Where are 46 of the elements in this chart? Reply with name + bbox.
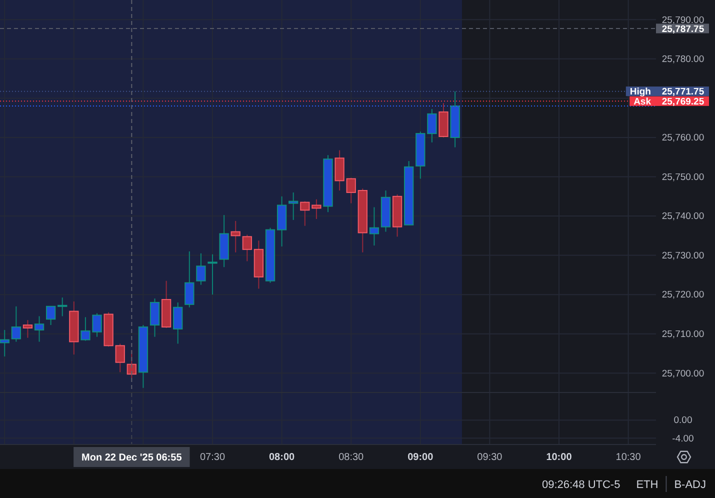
y-tick-label: 25,780.00 (662, 54, 704, 66)
candlestick (242, 234, 252, 262)
y-tick-label: 25,720.00 (662, 290, 704, 301)
y-tick-label: 25,730.00 (662, 250, 704, 262)
candlestick (58, 297, 68, 317)
text: ETH (636, 479, 658, 491)
ref-line-label: 25,787.75 (662, 24, 705, 35)
y-tick-label: 25,760.00 (662, 132, 704, 144)
x-tick-label: 09:00 (408, 452, 434, 463)
candlestick (115, 343, 125, 373)
candlestick (334, 150, 344, 191)
text: 09:26:48 UTC-5 (542, 479, 620, 491)
candlestick (184, 250, 194, 308)
y-tick-label: 25,740.00 (662, 211, 704, 222)
text: B-ADJ (674, 479, 706, 491)
x-tick-label: 07:30 (200, 452, 226, 463)
ref-line-label: Mon 22 Dec '25 06:55 (82, 452, 182, 464)
candlestick (22, 320, 33, 338)
candlestick (208, 254, 218, 296)
y-tick-label: 25,700.00 (662, 368, 704, 380)
x-tick-label: 08:30 (338, 452, 364, 463)
candlestick (369, 206, 380, 246)
y-tick-label: -4.00 (672, 433, 694, 444)
candlestick (34, 316, 44, 342)
x-tick-label: 10:00 (546, 452, 572, 463)
candlestick (288, 192, 298, 220)
x-tick-label: 08:00 (269, 452, 296, 463)
candlestick (150, 298, 160, 338)
candlestick (346, 177, 356, 204)
ref-line-label: Ask 25,769.25 (634, 96, 705, 108)
candlestick (230, 220, 240, 253)
candlestick (11, 306, 21, 342)
y-tick-label: 25,790.00 (662, 14, 704, 26)
candlestick (312, 198, 322, 220)
candlestick (196, 252, 206, 286)
x-tick-label: 10:30 (616, 452, 642, 463)
candlestick (173, 302, 183, 344)
candlestick (0, 329, 10, 357)
candlestick (427, 108, 437, 143)
x-tick-label: 09:30 (477, 452, 503, 463)
y-tick-label: 25,710.00 (662, 329, 704, 340)
y-tick-label: 0.00 (674, 415, 692, 426)
candlestick (46, 306, 56, 326)
candlestick (300, 200, 310, 226)
ref-line-label: High 25,771.75 (630, 86, 705, 98)
y-tick-label: 25,750.00 (662, 172, 704, 183)
